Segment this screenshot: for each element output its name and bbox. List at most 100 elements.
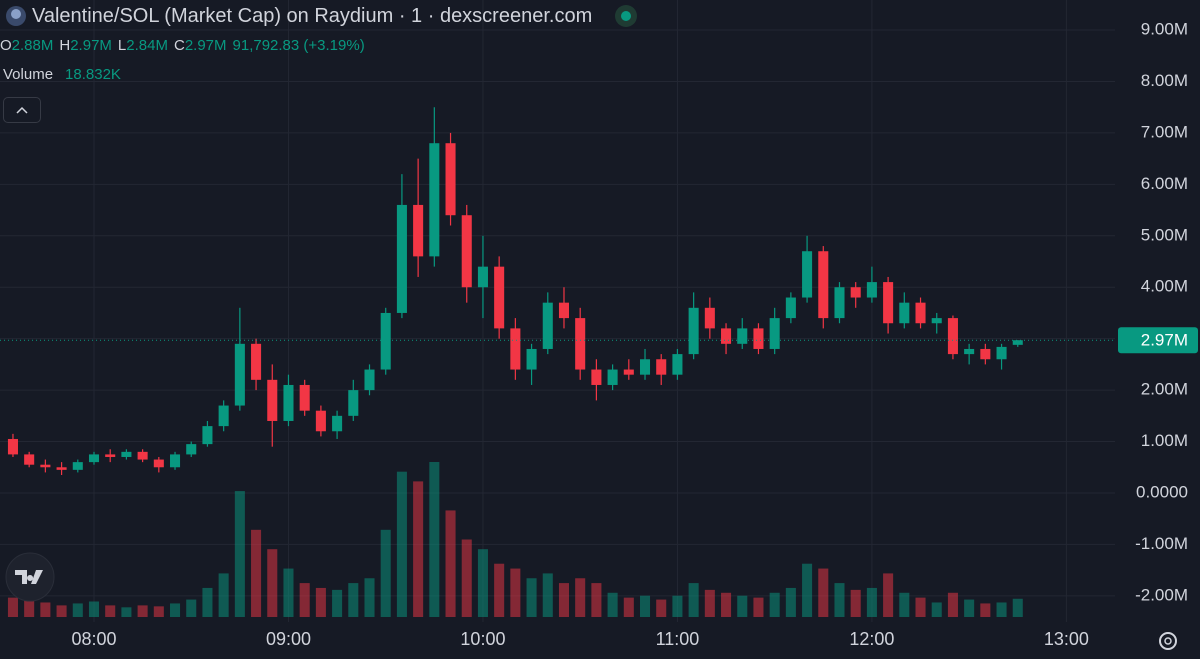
volume-bar (526, 578, 537, 617)
candle-body (121, 451, 132, 457)
x-tick-label: 08:00 (71, 629, 116, 649)
volume-bar (737, 595, 748, 617)
candle-body (364, 369, 375, 391)
volume-bar (688, 583, 699, 617)
volume-bar (591, 583, 602, 617)
candle-body (915, 302, 926, 324)
volume-bar (121, 607, 132, 617)
candle-body (639, 359, 651, 375)
candle-body (40, 464, 51, 468)
volume-bar (332, 589, 343, 617)
y-tick-label: 0.0000 (1136, 482, 1188, 501)
candle-body (802, 251, 813, 298)
volume-bar (947, 592, 958, 617)
candle-body (283, 384, 294, 421)
volume-bar (980, 603, 991, 617)
volume-bar (623, 597, 634, 617)
candle-body (542, 302, 553, 349)
candle-body (153, 459, 164, 468)
volume-bar (721, 592, 732, 617)
y-tick-label: 2.00M (1141, 380, 1188, 399)
candle-body (72, 462, 83, 470)
volume-bar (348, 583, 359, 617)
volume-bar (964, 599, 975, 617)
x-tick-label: 13:00 (1044, 629, 1089, 649)
candle-body (1012, 340, 1023, 345)
volume-bar (850, 589, 861, 617)
y-tick-label: 9.00M (1141, 20, 1188, 39)
change-value: 91,792.83 (+3.19%) (232, 37, 365, 54)
volume-bar (234, 491, 245, 617)
y-tick-label: 5.00M (1141, 225, 1188, 244)
candle-body (672, 354, 683, 375)
volume-label: Volume (3, 66, 54, 83)
candle-body (218, 405, 229, 427)
candle-body (202, 426, 213, 445)
candle-body (721, 328, 732, 344)
volume-bar (299, 583, 310, 617)
volume-bar (915, 597, 926, 617)
volume-bar (704, 589, 715, 617)
settings-button[interactable] (1159, 632, 1177, 650)
candle-body (267, 379, 278, 421)
candle-body (396, 204, 407, 313)
candle-body (88, 454, 100, 463)
ohlc-row: O 2.88M H 2.97M L 2.84M C 2.97M 91,792.83 (+3.19… (0, 37, 365, 54)
volume-bar (899, 592, 910, 617)
volume-bar (834, 583, 845, 617)
volume-bar (105, 605, 116, 617)
volume-bar (445, 510, 456, 617)
candle-body (931, 318, 942, 324)
volume-bar (88, 601, 100, 617)
candle-body (251, 343, 262, 380)
candle-body (477, 266, 488, 288)
candle-body (834, 287, 845, 319)
x-tick-label: 10:00 (460, 629, 505, 649)
volume-bar (267, 549, 278, 617)
volume-bar (785, 587, 796, 617)
volume-bar (429, 462, 440, 617)
candle-body (883, 282, 894, 324)
volume-bar (656, 599, 667, 617)
x-tick-label: 12:00 (849, 629, 894, 649)
chart-title: Valentine/SOL (Market Cap) on Raydium · … (32, 4, 593, 27)
volume-bar (1012, 598, 1023, 617)
candle-body (558, 302, 570, 319)
candle-body (413, 204, 424, 257)
candle-body (461, 215, 472, 288)
header-title-row: Valentine/SOL (Market Cap) on Raydium · … (0, 4, 638, 28)
volume-bar (283, 568, 294, 617)
ohlc-value: 2.88M (11, 37, 54, 54)
candle-body (526, 348, 537, 370)
volume-bar (753, 597, 764, 617)
volume-value: 18.832K (65, 66, 121, 83)
candle-body (105, 454, 116, 457)
last-price-box (1118, 327, 1198, 354)
tv-logo-mark (15, 570, 43, 584)
candle-body (170, 454, 181, 468)
volume-bar (494, 563, 505, 617)
ohlc-key: L (117, 37, 127, 54)
candle-body (348, 390, 359, 416)
x-tick-label: 11:00 (656, 629, 700, 649)
candle-body (866, 282, 877, 298)
collapse-button[interactable] (3, 97, 41, 123)
volume-bar (380, 529, 391, 617)
volume-bar (639, 595, 651, 617)
y-tick-label: -2.00M (1135, 585, 1188, 604)
y-tick-label: 4.00M (1141, 277, 1188, 296)
settings-center (1164, 637, 1172, 645)
last-price-label: 2.97M (1141, 331, 1188, 350)
volume-bar (510, 568, 521, 617)
volume-bar (672, 595, 683, 617)
candle-body (996, 346, 1007, 360)
candle-body (769, 318, 780, 349)
ohlc-key: O (0, 37, 12, 54)
candle-body (737, 328, 748, 344)
volume-bar (866, 587, 877, 617)
volume-bar (477, 549, 488, 617)
status-dot (615, 5, 638, 27)
volume-bar (186, 599, 197, 617)
candle-body (623, 369, 634, 375)
